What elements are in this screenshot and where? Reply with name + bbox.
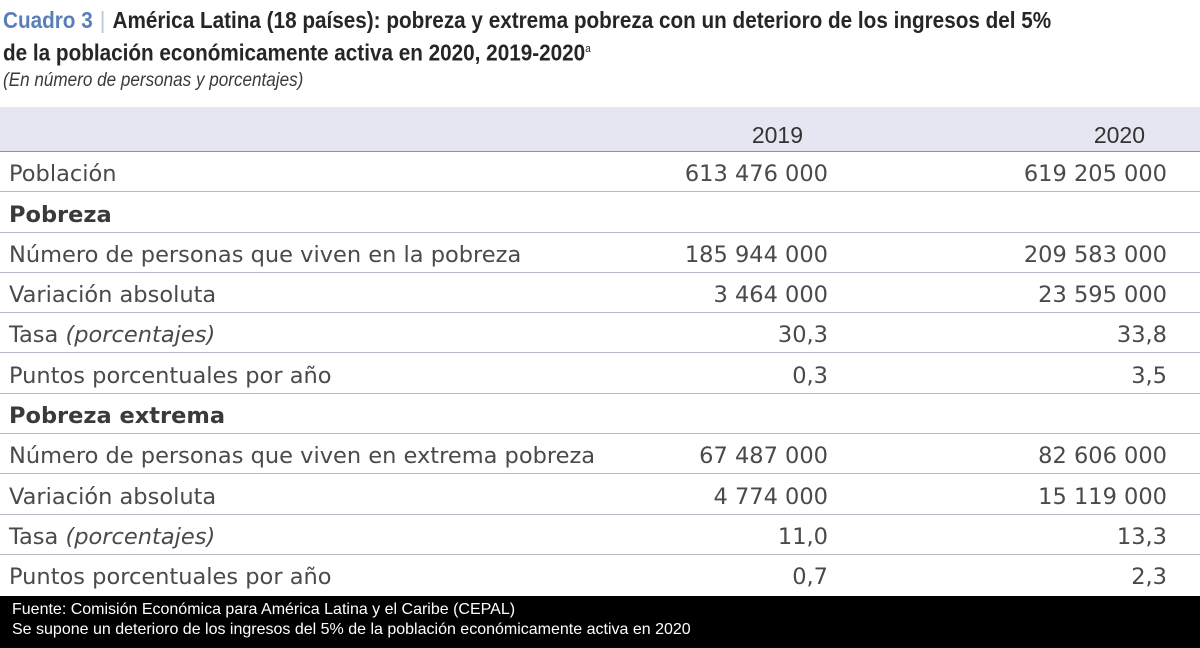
column-header-2019: 2019	[751, 122, 803, 148]
cell-2020: 3,5	[1131, 362, 1167, 389]
table-row: Puntos porcentuales por año 0,7 2,3	[0, 555, 1200, 594]
table-number: Cuadro 3	[3, 7, 93, 33]
title-text: América Latina (18 países): pobreza y ex…	[112, 7, 1052, 33]
title-separator: |	[99, 7, 106, 33]
column-header-2020: 2020	[1093, 122, 1145, 148]
cell-2020: 82 606 000	[1038, 443, 1167, 470]
row-label-unit: (porcentajes)	[65, 322, 216, 349]
cell-2019: 3 464 000	[713, 282, 828, 309]
row-label-unit: (porcentajes)	[65, 523, 216, 550]
title-line-2: de la población económicamente activa en…	[3, 35, 1074, 68]
cell-2019: 30,3	[777, 322, 828, 349]
title-text-continued: de la población económicamente activa en…	[3, 39, 586, 66]
table-header: 2019 2020	[0, 107, 1200, 152]
cell-2020: 15 119 000	[1038, 483, 1167, 510]
cell-2019: 4 774 000	[713, 483, 828, 510]
table-row: Número de personas que viven en extrema …	[0, 434, 1200, 475]
row-label: Número de personas que viven en la pobre…	[9, 241, 522, 268]
title-footnote-marker: a	[585, 43, 591, 55]
section-row: Pobreza extrema	[0, 394, 1200, 435]
data-table: 2019 2020 Población 613 476 000 619 205 …	[0, 107, 1200, 594]
row-label: Población	[9, 161, 117, 188]
title-line-1: Cuadro 3 | América Latina (18 países): pob…	[3, 6, 1074, 35]
row-label: Número de personas que viven en extrema …	[9, 443, 596, 470]
row-label-text: Tasa	[9, 322, 59, 349]
section-label: Pobreza extrema	[9, 403, 226, 430]
cell-2020: 23 595 000	[1038, 282, 1167, 309]
row-label: Tasa (porcentajes)	[9, 524, 215, 550]
cell-2019: 0,7	[792, 564, 828, 591]
section-row: Pobreza	[0, 192, 1200, 233]
row-label: Variación absoluta	[9, 483, 217, 510]
cell-2019: 613 476 000	[684, 161, 828, 188]
cell-2020: 13,3	[1116, 523, 1167, 550]
section-label: Pobreza	[9, 201, 112, 228]
row-label: Puntos porcentuales por año	[9, 362, 332, 389]
row-label: Puntos porcentuales por año	[9, 564, 332, 591]
table-subtitle: (En número de personas y porcentajes)	[3, 69, 304, 91]
cell-2020: 209 583 000	[1023, 241, 1167, 268]
row-label: Variación absoluta	[9, 282, 217, 309]
row-label: Tasa (porcentajes)	[9, 322, 215, 348]
table-row: Tasa (porcentajes) 30,3 33,8	[0, 313, 1200, 354]
cell-2020: 619 205 000	[1023, 161, 1167, 188]
table-row: Variación absoluta 3 464 000 23 595 000	[0, 273, 1200, 314]
source-note: Fuente: Comisión Económica para América …	[12, 601, 516, 618]
row-label-text: Tasa	[9, 523, 59, 550]
cell-2020: 2,3	[1131, 564, 1167, 591]
table-row: Variación absoluta 4 774 000 15 119 000	[0, 474, 1200, 515]
table-row: Puntos porcentuales por año 0,3 3,5	[0, 353, 1200, 394]
cell-2020: 33,8	[1116, 322, 1167, 349]
table-caption: Cuadro 3 | América Latina (18 países): pob…	[3, 6, 1193, 92]
table-row: Número de personas que viven en la pobre…	[0, 233, 1200, 273]
table-row: Población 613 476 000 619 205 000	[0, 152, 1200, 193]
table-row: Tasa (porcentajes) 11,0 13,3	[0, 515, 1200, 555]
cell-2019: 185 944 000	[684, 241, 828, 268]
cell-2019: 11,0	[777, 523, 828, 550]
cell-2019: 0,3	[792, 362, 828, 389]
assumption-note: Se supone un deterioro de los ingresos d…	[12, 621, 691, 638]
cell-2019: 67 487 000	[699, 443, 828, 470]
source-footer: Fuente: Comisión Económica para América …	[0, 596, 1200, 648]
